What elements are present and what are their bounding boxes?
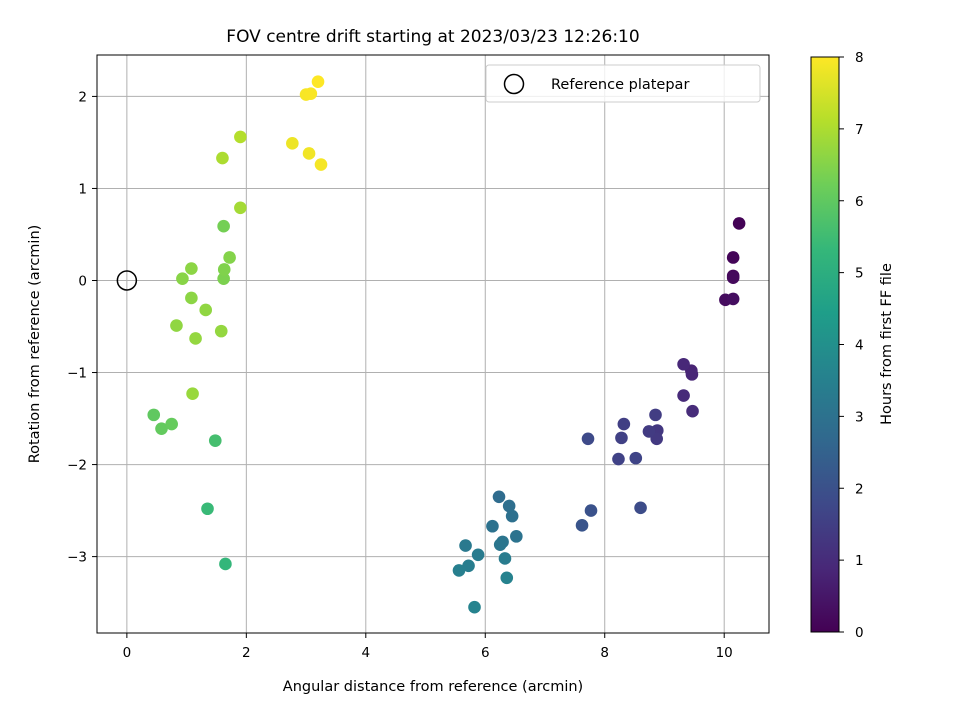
colorbar-tick-label: 5 <box>855 266 864 282</box>
y-tick-label: 1 <box>78 181 87 197</box>
scatter-point <box>584 504 598 517</box>
y-tick-label: 0 <box>78 273 87 289</box>
x-tick-label: 10 <box>716 645 733 661</box>
y-tick-label: −3 <box>67 550 87 566</box>
scatter-point <box>634 501 647 515</box>
legend-box <box>485 64 761 103</box>
y-tick-label: 2 <box>78 89 87 105</box>
scatter-point <box>726 271 740 285</box>
scatter-point <box>219 557 232 571</box>
scatter-point <box>217 219 230 233</box>
plot-frame <box>96 54 770 634</box>
data-points <box>116 75 746 614</box>
scatter-point <box>311 75 325 88</box>
x-tick-label: 0 <box>123 645 132 661</box>
scatter-point <box>234 201 247 215</box>
scatter-point <box>314 158 328 171</box>
scatter-point <box>581 432 595 446</box>
scatter-point <box>185 262 198 275</box>
colorbar-tick-label: 7 <box>855 122 864 138</box>
scatter-point <box>471 548 485 562</box>
colorbar-tick-label: 1 <box>855 553 864 569</box>
scatter-point <box>677 357 690 371</box>
scatter-point <box>189 332 202 345</box>
colorbar-tick-label: 3 <box>855 409 864 425</box>
scatter-point <box>629 451 643 465</box>
y-tick-label: −1 <box>67 366 87 382</box>
scatter-point <box>615 431 628 445</box>
scatter-point <box>493 538 507 551</box>
scatter-point <box>186 387 199 401</box>
scatter-point <box>492 490 506 504</box>
x-tick-label: 4 <box>362 645 371 661</box>
scatter-point <box>500 571 514 585</box>
scatter-point <box>170 319 183 332</box>
scatter-point <box>199 303 213 317</box>
scatter-point <box>216 151 229 165</box>
scatter-point <box>726 292 740 306</box>
legend-entry-reference: Reference platepar <box>551 77 689 93</box>
scatter-point <box>223 251 236 264</box>
scatter-point <box>217 272 230 285</box>
scatter-point <box>642 425 656 438</box>
scatter-point <box>176 272 189 285</box>
scatter-point <box>677 389 690 402</box>
scatter-point <box>468 600 481 614</box>
scatter-point <box>185 291 198 305</box>
y-tick-label: −2 <box>67 458 87 474</box>
x-axis-label: Angular distance from reference (arcmin) <box>283 679 583 695</box>
x-axis-ticks: 0 2 4 6 8 10 <box>123 633 733 661</box>
reference-platepar-marker <box>116 270 138 291</box>
colorbar-tick-label: 6 <box>855 194 864 210</box>
scatter-point <box>612 452 625 466</box>
scatter-point <box>732 217 746 230</box>
colorbar-ticks: 0 1 2 3 4 5 6 7 8 <box>839 50 864 641</box>
colorbar-label: Hours from first FF file <box>879 263 895 425</box>
colorbar-tick-label: 2 <box>855 481 864 497</box>
scatter-point <box>486 519 499 533</box>
colorbar: 0 1 2 3 4 5 6 7 8 Hours from first FF file <box>810 50 895 641</box>
colorbar-tick-label: 4 <box>855 338 864 354</box>
scatter-point <box>208 434 222 447</box>
scatter-point <box>201 502 214 516</box>
y-axis-label: Rotation from reference (arcmin) <box>27 225 43 464</box>
colorbar-gradient <box>810 56 840 633</box>
scatter-point <box>617 417 631 431</box>
colorbar-tick-label: 0 <box>855 625 864 641</box>
scatter-point <box>304 87 318 100</box>
scatter-point <box>686 404 699 418</box>
scatter-point <box>452 564 466 577</box>
x-tick-label: 6 <box>481 645 490 661</box>
chart-title: FOV centre drift starting at 2023/03/23 … <box>226 27 639 47</box>
x-tick-label: 8 <box>600 645 609 661</box>
scatter-point <box>217 263 231 276</box>
scatter-point <box>685 368 699 381</box>
scatter-point <box>147 408 161 422</box>
legend: Reference platepar <box>485 64 761 103</box>
y-axis-ticks: −3 −2 −1 0 1 2 <box>67 89 97 566</box>
scatter-point <box>726 251 740 264</box>
grid-lines <box>97 55 769 633</box>
scatter-point <box>649 408 662 422</box>
scatter-point <box>510 530 523 543</box>
scatter-point <box>575 519 589 532</box>
scatter-point <box>214 324 228 338</box>
scatter-point <box>302 147 316 160</box>
x-tick-label: 2 <box>242 645 251 661</box>
scatter-point <box>286 137 299 150</box>
colorbar-tick-label: 8 <box>855 50 864 66</box>
scatter-point <box>462 559 475 573</box>
scatter-point <box>459 539 472 552</box>
scatter-point <box>155 422 168 435</box>
legend-reference-marker <box>503 73 525 95</box>
scatter-point <box>502 499 516 513</box>
scatter-point <box>234 130 247 144</box>
scatter-point <box>505 509 519 523</box>
scatter-point <box>498 552 512 565</box>
scatter-point <box>165 417 178 431</box>
